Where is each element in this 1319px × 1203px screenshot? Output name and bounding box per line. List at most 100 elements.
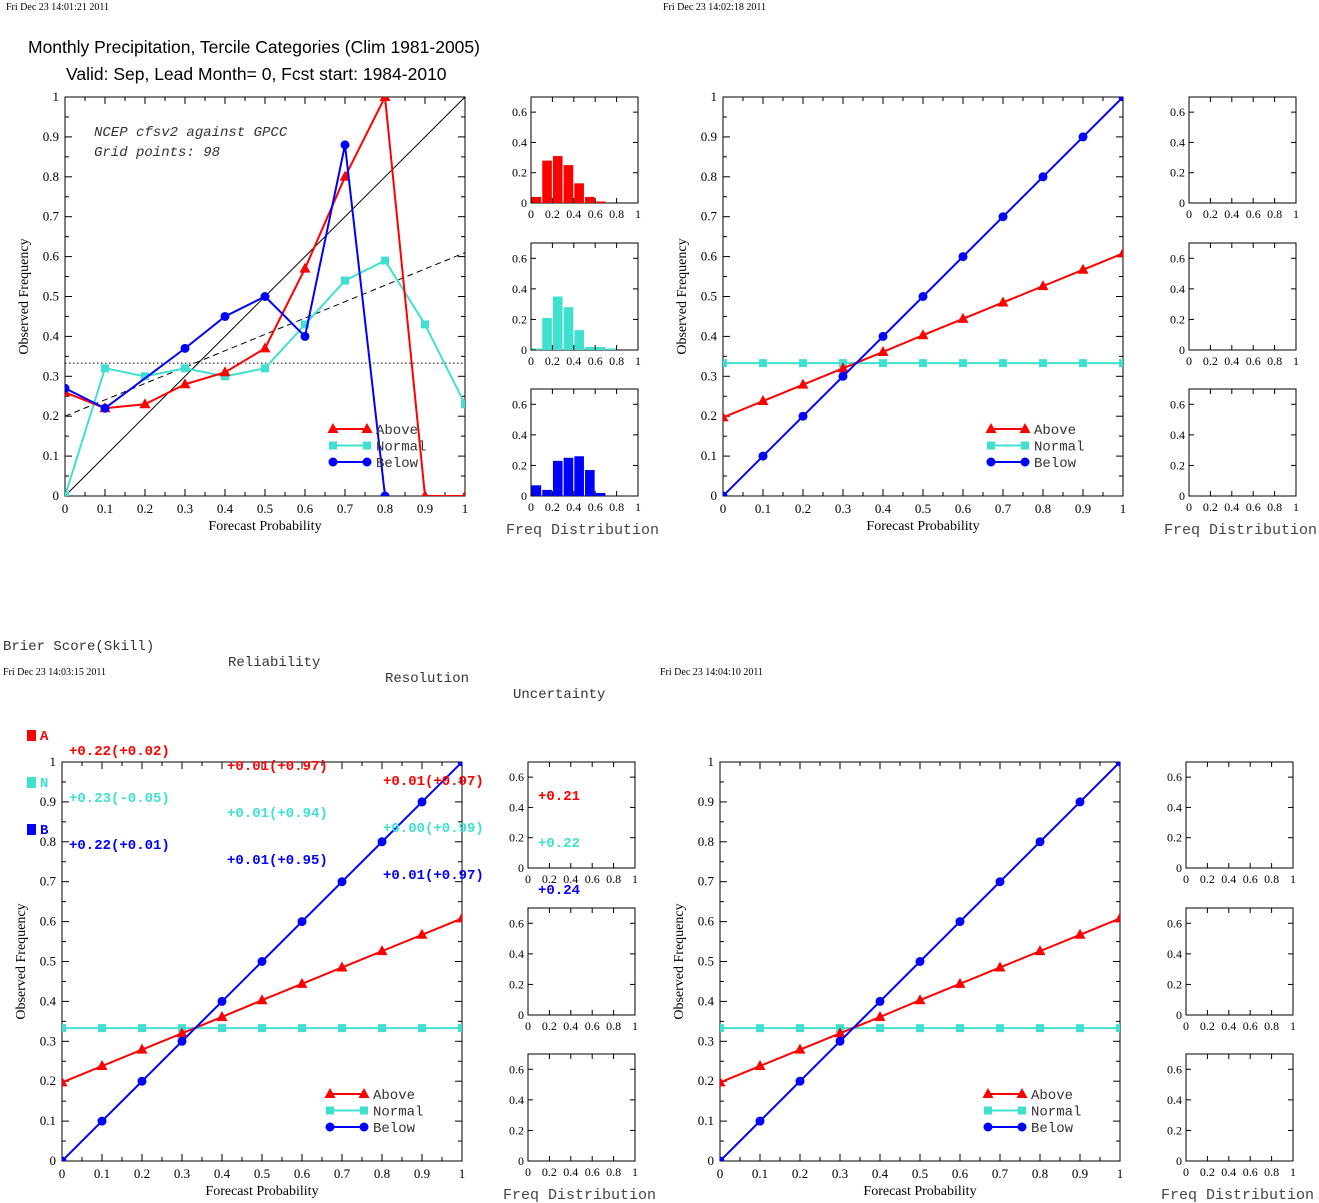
data-point-below (1035, 837, 1045, 847)
x-tick-label: 0.1 (752, 1166, 768, 1181)
y-tick-label: 0.6 (40, 914, 57, 929)
freq-bar (552, 296, 563, 350)
data-point-normal (381, 256, 389, 265)
freq-bar (563, 307, 574, 350)
reliability-value: +0.01(+0.97) (227, 759, 328, 775)
freq-bar (542, 317, 552, 350)
freq-x-tick-label: 1 (635, 500, 641, 514)
uncertainty-value: +0.21 (538, 789, 581, 805)
freq-x-tick-label: 0 (1183, 872, 1189, 886)
freq-y-tick-label: 0.2 (1170, 458, 1185, 472)
freq-y-tick-label: 0.6 (512, 251, 527, 265)
x-tick-label: 0.6 (294, 1166, 311, 1181)
freq-y-tick-label: 0.6 (1167, 1062, 1182, 1076)
freq-x-tick-label: 1 (632, 1165, 638, 1179)
legend-label-normal: Normal (373, 1105, 423, 1121)
brier-value: +0.23(-0.05) (69, 791, 170, 807)
freq-y-tick-label: 0.2 (1170, 312, 1185, 326)
data-point-normal (458, 1024, 462, 1033)
x-axis-label: Forecast Probability (208, 519, 321, 534)
data-point-normal (298, 1024, 306, 1033)
data-point-below (300, 331, 310, 341)
chart-subtitle: Valid: Sep, Lead Month= 0, Fcst start: 1… (66, 64, 447, 84)
brier-value: +0.22(+0.02) (69, 744, 170, 760)
x-tick-label: 0.8 (377, 501, 393, 516)
x-tick-label: 0.7 (334, 1166, 351, 1181)
freq-y-tick-label: 0 (1176, 861, 1182, 875)
freq-y-tick-label: 0.2 (509, 977, 524, 991)
freq-y-tick-label: 0 (521, 196, 527, 210)
data-point-above (96, 1060, 108, 1071)
data-point-normal (341, 276, 349, 285)
y-tick-label: 0.2 (701, 408, 717, 423)
legend-label-below: Below (1034, 456, 1077, 472)
y-tick-label: 0.6 (701, 249, 718, 264)
data-point-normal (799, 359, 807, 368)
y-tick-label: 0.2 (43, 408, 59, 423)
data-point-below (758, 451, 768, 461)
legend-label-above: Above (373, 1088, 415, 1104)
y-tick-label: 0.3 (701, 368, 717, 383)
legend-label-above: Above (1034, 423, 1076, 439)
data-point-normal (956, 1024, 964, 1033)
data-point-below (325, 1122, 335, 1132)
data-point-above (720, 1076, 726, 1087)
data-point-above (1034, 945, 1046, 956)
freq-y-tick-label: 0.2 (1167, 831, 1182, 845)
y-axis-label: Observed Frequency (17, 238, 32, 354)
freq-x-tick-label: 0.6 (585, 1165, 600, 1179)
data-point-above (757, 395, 769, 406)
freq-bar (595, 201, 606, 203)
freq-x-tick-label: 0.4 (1224, 500, 1239, 514)
data-point-below (377, 837, 387, 847)
freq-y-tick-label: 0.6 (1167, 770, 1182, 784)
x-tick-label: 0.9 (417, 501, 433, 516)
data-point-above (917, 329, 929, 340)
header-reliability: Reliability (228, 655, 321, 671)
freq-x-tick-label: 0.2 (1203, 500, 1218, 514)
freq-y-tick-label: 0.6 (1170, 251, 1185, 265)
x-tick-label: 0.6 (297, 501, 314, 516)
y-tick-label: 0.2 (698, 1073, 714, 1088)
data-point-below (100, 403, 110, 413)
freq-frame (1188, 242, 1297, 351)
data-point-normal (984, 1106, 992, 1115)
data-point-below (359, 1122, 369, 1132)
data-point-above (1074, 928, 1086, 939)
data-point-normal (1018, 1106, 1026, 1115)
data-point-above (219, 366, 231, 377)
y-tick-label: 1 (708, 754, 715, 769)
freq-y-tick-label: 0.6 (1170, 397, 1185, 411)
y-tick-label: 1 (711, 89, 718, 104)
data-point-normal (879, 359, 887, 368)
x-tick-label: 0.7 (992, 1166, 1009, 1181)
x-tick-label: 0.4 (214, 1166, 231, 1181)
freq-y-tick-label: 0.4 (512, 135, 527, 149)
x-tick-label: 0.5 (254, 1166, 270, 1181)
freq-x-tick-label: 0.6 (1243, 1019, 1258, 1033)
data-point-above (1114, 912, 1120, 923)
freq-x-tick-label: 0.6 (588, 354, 603, 368)
y-tick-label: 0.8 (40, 834, 56, 849)
data-point-above (62, 1076, 68, 1087)
freq-frame (1185, 761, 1294, 869)
freq-y-tick-label: 0 (518, 1154, 524, 1168)
data-point-below (1017, 1122, 1027, 1132)
data-point-above (327, 423, 339, 433)
data-point-normal (1076, 1024, 1084, 1033)
freq-x-tick-label: 0.2 (542, 1165, 557, 1179)
data-point-normal (101, 364, 109, 373)
freq-y-tick-label: 0.4 (509, 800, 524, 814)
data-point-above (336, 961, 348, 972)
data-point-below (983, 1122, 993, 1132)
y-tick-label: 0.1 (698, 1113, 714, 1128)
freq-y-tick-label: 0.2 (1167, 1123, 1182, 1137)
freq-bar (585, 470, 595, 496)
freq-x-tick-label: 0.8 (1267, 354, 1282, 368)
data-point-below (955, 917, 965, 927)
freq-panel-below: 0 0.2 0.4 0.6 0 0.2 0.4 0.6 0.8 1 (509, 1053, 638, 1179)
y-tick-label: 0.9 (698, 794, 714, 809)
data-point-normal (421, 320, 429, 329)
x-tick-label: 1 (1117, 1166, 1124, 1181)
freq-y-tick-label: 0.6 (509, 1062, 524, 1076)
